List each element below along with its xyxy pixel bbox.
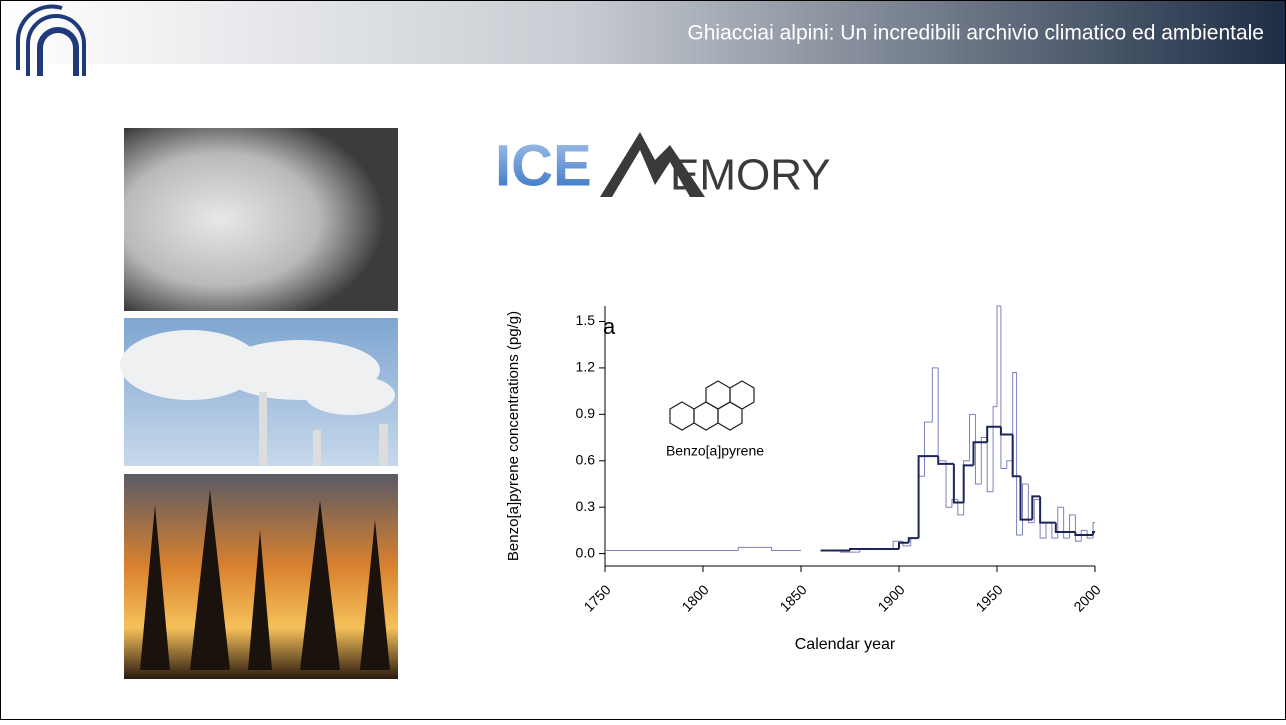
step-segment — [1074, 514, 1082, 542]
logo-ice: ICE — [495, 133, 592, 198]
step-segment — [892, 540, 903, 549]
step-segment — [1019, 476, 1033, 521]
step-segment — [986, 437, 994, 493]
chimney — [379, 424, 388, 466]
step-segment — [952, 463, 964, 504]
cnr-logo — [16, 4, 86, 76]
step-segment — [917, 455, 939, 539]
step-segment — [1000, 306, 1007, 469]
header-bar — [1, 1, 1285, 64]
step-segment — [1016, 372, 1023, 536]
logo-mountain — [600, 132, 705, 197]
trees — [140, 490, 390, 670]
step-segment — [1033, 498, 1041, 523]
step-segment — [849, 547, 880, 551]
step-segment — [737, 546, 772, 551]
step-segment — [937, 456, 954, 465]
step-segment — [986, 425, 1001, 443]
step-segment — [923, 421, 933, 477]
y-tick-label: 1.5 — [576, 312, 596, 328]
panel-label: a — [603, 314, 616, 339]
step-segment — [1021, 483, 1029, 536]
step-segment — [972, 441, 988, 466]
y-axis-label: Benzo[a]pyrene concentrations (pg/g) — [505, 311, 522, 561]
step-segment — [1011, 434, 1021, 478]
molecule — [669, 380, 755, 431]
step-segment — [931, 367, 939, 423]
step-segment — [1074, 531, 1094, 537]
logo-emory: EMORY — [670, 151, 831, 200]
step-segment — [1057, 506, 1064, 539]
step-segment — [969, 413, 976, 461]
step-segment — [1012, 372, 1017, 461]
y-tick-label: 0.0 — [576, 544, 596, 560]
step-segment — [996, 305, 1001, 407]
step-segment — [1054, 522, 1076, 533]
step-segment — [951, 498, 958, 508]
x-axis-label: Calendar year — [795, 636, 896, 653]
step-segment — [1051, 522, 1058, 539]
y-tick-label: 0.3 — [576, 498, 596, 514]
header-title: Ghiacciai alpini: Un incredibili archivi… — [687, 22, 1264, 45]
photo-exhaust — [124, 128, 398, 311]
step-segment — [980, 437, 988, 484]
chimney-smoke — [120, 330, 395, 415]
chimney — [313, 430, 321, 466]
step-segment — [1063, 507, 1070, 539]
step-segment — [957, 499, 964, 516]
y-tick-label: 1.2 — [576, 359, 596, 375]
chimney — [259, 392, 267, 466]
step-segment — [898, 541, 909, 549]
step-segment — [974, 414, 982, 485]
step-segment — [771, 547, 801, 552]
step-segment — [1006, 460, 1013, 469]
step-segment — [962, 464, 974, 503]
step-segment — [999, 426, 1013, 436]
step-segment — [992, 406, 997, 492]
step-segment — [1031, 495, 1041, 520]
step-segment — [1086, 530, 1094, 539]
step-segment — [907, 537, 919, 543]
step-segment — [1080, 529, 1088, 542]
step-segment — [1069, 514, 1076, 539]
step-segment — [1027, 483, 1035, 524]
y-tick-label: 0.6 — [576, 451, 596, 467]
molecule-label: Benzo[a]pyrene — [666, 443, 764, 459]
y-tick-label: 0.9 — [576, 405, 596, 421]
step-segment — [1092, 530, 1095, 536]
step-segment — [945, 460, 952, 508]
step-segment — [1039, 496, 1056, 524]
